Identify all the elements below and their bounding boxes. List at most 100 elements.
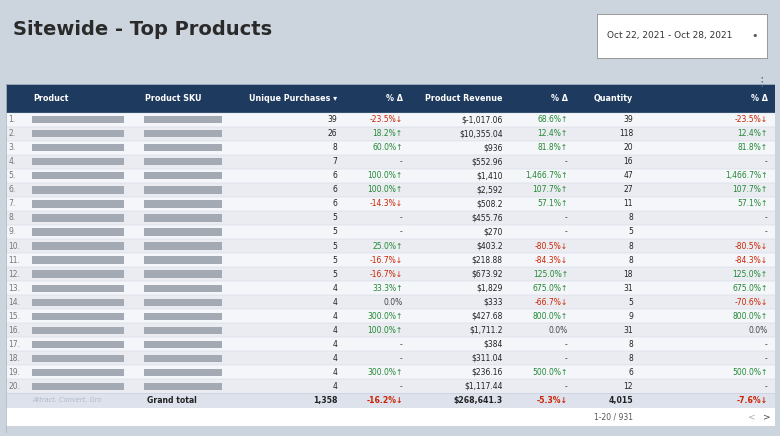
Text: $936: $936 [483, 143, 502, 152]
Bar [144, 186, 222, 194]
Text: $-1,017.06: $-1,017.06 [461, 115, 502, 124]
Text: 20.: 20. [9, 382, 20, 391]
Bar [144, 299, 222, 306]
Text: 31: 31 [623, 326, 633, 335]
Text: $333: $333 [483, 298, 502, 307]
Text: 25.0%↑: 25.0%↑ [372, 242, 402, 251]
Bar [6, 169, 775, 183]
Text: 0.0%: 0.0% [548, 326, 568, 335]
Text: 81.8%↑: 81.8%↑ [537, 143, 568, 152]
Text: 1,358: 1,358 [313, 396, 338, 405]
Text: 8: 8 [332, 143, 338, 152]
Text: -: - [566, 382, 568, 391]
Text: -70.6%↓: -70.6%↓ [735, 298, 768, 307]
Text: -: - [566, 340, 568, 349]
Text: $218.88: $218.88 [472, 255, 502, 265]
Bar [32, 172, 124, 180]
Text: 47: 47 [623, 171, 633, 181]
Text: 68.6%↑: 68.6%↑ [537, 115, 568, 124]
Bar [6, 211, 775, 225]
Bar [6, 393, 775, 408]
Bar [32, 200, 124, 208]
Bar [32, 215, 124, 221]
Text: $270: $270 [483, 228, 502, 236]
Bar [32, 285, 124, 292]
Text: 18.2%↑: 18.2%↑ [373, 129, 402, 138]
Text: $455.76: $455.76 [471, 214, 502, 222]
Text: Grand total: Grand total [147, 396, 197, 405]
Bar [6, 295, 775, 309]
Bar [144, 242, 222, 250]
Bar [6, 323, 775, 337]
Text: -: - [400, 340, 402, 349]
Bar [144, 327, 222, 334]
Text: 1,466.7%↑: 1,466.7%↑ [526, 171, 568, 181]
Bar [32, 144, 124, 151]
Bar [6, 365, 775, 379]
Text: 500.0%↑: 500.0%↑ [533, 368, 568, 377]
Text: $673.92: $673.92 [471, 269, 502, 279]
Text: $1,117.44: $1,117.44 [464, 382, 502, 391]
Text: $552.96: $552.96 [471, 157, 502, 166]
Bar [6, 351, 775, 365]
Bar [32, 299, 124, 306]
Text: 10.: 10. [9, 242, 20, 251]
Text: $1,711.2: $1,711.2 [469, 326, 502, 335]
Bar [6, 155, 775, 169]
Text: 57.1%↑: 57.1%↑ [737, 199, 768, 208]
Text: $311.04: $311.04 [471, 354, 502, 363]
Text: -: - [566, 228, 568, 236]
Text: 8.: 8. [9, 214, 16, 222]
Text: -14.3%↓: -14.3%↓ [370, 199, 402, 208]
Text: -66.7%↓: -66.7%↓ [534, 298, 568, 307]
Text: -: - [765, 340, 768, 349]
Text: -: - [765, 228, 768, 236]
Text: -: - [566, 157, 568, 166]
Bar [6, 253, 775, 267]
Text: 1,466.7%↑: 1,466.7%↑ [725, 171, 768, 181]
Bar [32, 369, 124, 376]
Bar [32, 270, 124, 278]
Text: -: - [566, 354, 568, 363]
Text: 16.: 16. [9, 326, 20, 335]
Text: 5.: 5. [9, 171, 16, 181]
Bar [32, 313, 124, 320]
Bar [144, 270, 222, 278]
Text: 39: 39 [623, 115, 633, 124]
Text: 15.: 15. [9, 312, 20, 321]
Text: 1.: 1. [9, 115, 16, 124]
Text: -: - [400, 382, 402, 391]
Text: 300.0%↑: 300.0%↑ [367, 368, 402, 377]
Text: 60.0%↑: 60.0%↑ [372, 143, 402, 152]
Bar [32, 383, 124, 390]
Bar [6, 141, 775, 155]
Text: -: - [765, 354, 768, 363]
Text: 19.: 19. [9, 368, 20, 377]
Text: -84.3%↓: -84.3%↓ [535, 255, 568, 265]
Text: $508.2: $508.2 [476, 199, 502, 208]
Bar [32, 256, 124, 264]
Bar [144, 285, 222, 292]
Text: -23.5%↓: -23.5%↓ [735, 115, 768, 124]
Text: -: - [765, 157, 768, 166]
Bar [6, 112, 775, 127]
Text: 5: 5 [332, 228, 338, 236]
Text: 31: 31 [623, 284, 633, 293]
Bar [144, 369, 222, 376]
Bar [6, 281, 775, 295]
Bar [144, 383, 222, 390]
Bar [6, 408, 775, 426]
Bar [32, 228, 124, 235]
Bar [6, 379, 775, 393]
Bar [32, 186, 124, 194]
Text: 125.0%↑: 125.0%↑ [732, 269, 768, 279]
Text: 4: 4 [332, 354, 338, 363]
Text: 12.4%↑: 12.4%↑ [737, 129, 768, 138]
Text: -: - [400, 214, 402, 222]
Text: 6: 6 [332, 199, 338, 208]
Text: -: - [765, 382, 768, 391]
Text: 0.0%: 0.0% [384, 298, 402, 307]
Bar [6, 84, 775, 112]
Text: -: - [400, 354, 402, 363]
Bar [32, 327, 124, 334]
